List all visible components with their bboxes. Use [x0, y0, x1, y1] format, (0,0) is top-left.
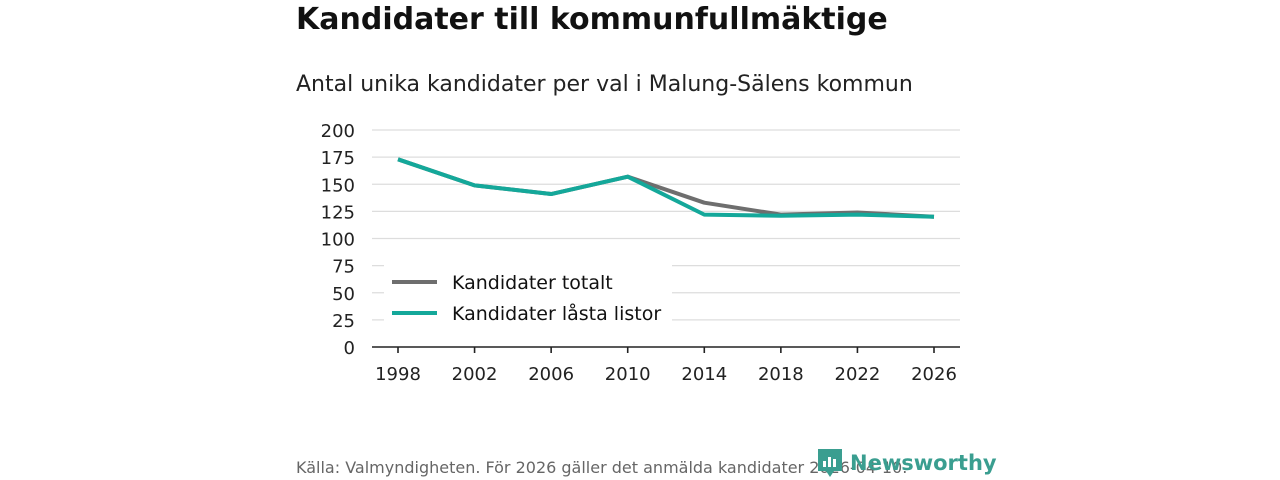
y-tick-label: 200: [321, 121, 355, 142]
x-tick-label: 2022: [835, 364, 881, 385]
x-tick-label: 2014: [681, 364, 727, 385]
x-tick-label: 2010: [605, 364, 651, 385]
legend-label: Kandidater totalt: [452, 272, 613, 294]
x-tick-label: 1998: [375, 364, 421, 385]
series-lines: [397, 157, 935, 219]
x-tick-label: 2026: [911, 364, 957, 385]
legend: Kandidater totalt Kandidater låsta listor: [384, 265, 672, 331]
series-line-1: [397, 157, 935, 219]
y-tick-label: 0: [344, 338, 355, 359]
x-tick-label: 2006: [528, 364, 574, 385]
x-tick-label: 2018: [758, 364, 804, 385]
brand-logo[interactable]: Newsworthy: [816, 447, 997, 479]
footer-source-note: Källa: Valmyndigheten. För 2026 gäller d…: [296, 458, 908, 477]
series-line-0: [397, 157, 935, 219]
line-chart: 0 25 50 75 100 125 150 175 200 1998 2002 2006 2010 2…: [321, 121, 960, 385]
y-tick-label: 75: [332, 257, 355, 278]
x-tick-label: 2002: [452, 364, 498, 385]
brand-name: Newsworthy: [850, 451, 997, 475]
legend-background: [384, 265, 672, 331]
chart-title: Kandidater till kommunfullmäktige: [296, 2, 888, 37]
y-tick-label: 175: [321, 148, 355, 169]
y-tick-label: 125: [321, 202, 355, 223]
y-axis-tick-labels: 0 25 50 75 100 125 150 175 200: [321, 121, 355, 359]
x-axis: 1998 2002 2006 2010 2014 2018 2022 2026: [372, 346, 960, 385]
y-tick-label: 25: [332, 311, 355, 332]
y-tick-label: 150: [321, 175, 355, 196]
y-tick-label: 100: [321, 230, 355, 251]
chart-subtitle: Antal unika kandidater per val i Malung-…: [296, 72, 913, 97]
newsworthy-logo-icon: [818, 449, 842, 477]
y-tick-label: 50: [332, 284, 355, 305]
legend-label: Kandidater låsta listor: [452, 302, 661, 325]
